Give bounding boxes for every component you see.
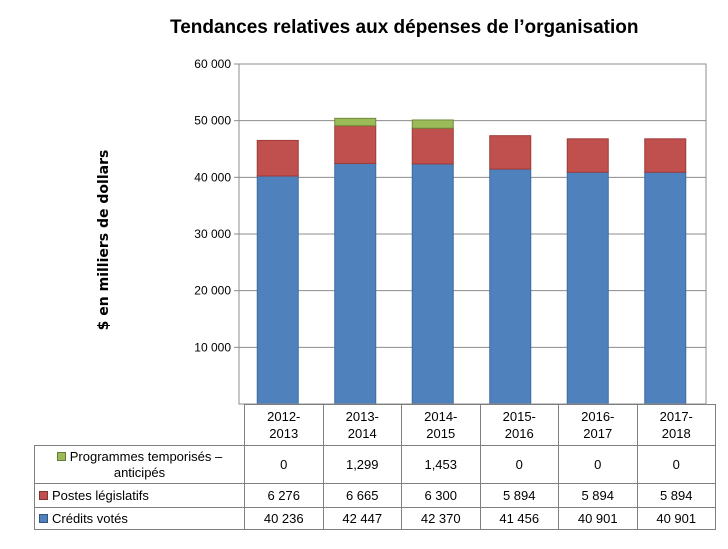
bar-segment — [644, 138, 687, 173]
legend-entry: Programmes temporisés – anticipés — [34, 445, 245, 484]
data-label: 40 901 — [636, 507, 716, 530]
data-label: 42 370 — [401, 507, 481, 530]
table-header-row: 2012- 2013 2013- 2014 2014- 2015 2015- 2016 2016… — [34, 404, 716, 446]
legend-label: Programmes temporisés – anticipés — [69, 448, 223, 480]
data-label: 0 — [479, 445, 559, 484]
data-label: 1,299 — [322, 445, 402, 484]
legend-entry: Postes législatifs — [34, 483, 245, 508]
legend-label: Crédits votés — [52, 510, 128, 526]
bar-segment — [334, 125, 377, 164]
bars — [256, 117, 687, 405]
bar-segment — [566, 138, 609, 173]
data-label: 5 894 — [558, 483, 638, 508]
x-tick-label: 2012- 2013 — [244, 404, 324, 446]
legend-entry: Crédits votés — [34, 507, 245, 530]
bar-segment — [256, 175, 299, 405]
legend-label: Postes législatifs — [52, 487, 149, 503]
y-tick-label: 60 000 — [194, 57, 231, 71]
data-table: 2012- 2013 2013- 2014 2014- 2015 2015- 2016 2016… — [34, 404, 716, 530]
table-row: Programmes temporisés – anticipés 0 1,299 1,… — [34, 445, 716, 484]
data-label: 41 456 — [479, 507, 559, 530]
bar-segment — [489, 135, 532, 170]
x-tick-label: 2017- 2018 — [636, 404, 716, 446]
bar-segment — [256, 139, 299, 177]
y-axis-ticks: 10 000 20 000 30 000 40 000 50 000 60 000 — [194, 57, 239, 354]
data-table-body: 2012- 2013 2013- 2014 2014- 2015 2015- 2016 2016… — [34, 404, 716, 530]
chart-title: Tendances relatives aux dépenses de l’or… — [170, 17, 639, 38]
y-tick-label: 10 000 — [194, 340, 231, 354]
data-label: 40 901 — [558, 507, 638, 530]
bar-segment — [334, 117, 377, 127]
data-label: 0 — [558, 445, 638, 484]
y-tick-label: 20 000 — [194, 284, 231, 298]
y-tick-label: 50 000 — [194, 114, 231, 128]
chart-plot-area: 10 000 20 000 30 000 40 000 50 000 60 000 — [194, 57, 707, 405]
data-label: 5 894 — [479, 483, 559, 508]
gridlines — [239, 63, 706, 348]
data-label: 40 236 — [244, 507, 324, 530]
bar-segment — [566, 171, 609, 405]
data-label: 0 — [636, 445, 716, 484]
legend-swatch — [39, 513, 48, 523]
data-label: 42 447 — [322, 507, 402, 530]
bar-segment — [334, 162, 377, 405]
table-corner — [34, 404, 245, 446]
data-label: 5 894 — [636, 483, 716, 508]
bar-segment — [411, 119, 454, 129]
x-tick-label: 2014- 2015 — [401, 404, 481, 446]
data-label: 0 — [244, 445, 324, 484]
table-row: Postes législatifs 6 276 6 665 6 300 5 894 5 … — [34, 483, 716, 508]
legend-swatch — [39, 490, 48, 500]
data-label: 1,453 — [401, 445, 481, 484]
y-tick-label: 30 000 — [194, 227, 231, 241]
data-label: 6 665 — [322, 483, 402, 508]
bar-segment — [489, 168, 532, 405]
x-tick-label: 2016- 2017 — [558, 404, 638, 446]
bar-segment — [411, 127, 454, 165]
data-label: 6 276 — [244, 483, 324, 508]
legend-swatch — [56, 451, 66, 461]
x-tick-label: 2015- 2016 — [479, 404, 559, 446]
data-label: 6 300 — [401, 483, 481, 508]
x-tick-label: 2013- 2014 — [322, 404, 402, 446]
table-row: Crédits votés 40 236 42 447 42 370 41 456 40 … — [34, 507, 716, 530]
bar-segment — [644, 171, 687, 405]
bar-segment — [411, 163, 454, 405]
y-tick-label: 40 000 — [194, 170, 231, 184]
